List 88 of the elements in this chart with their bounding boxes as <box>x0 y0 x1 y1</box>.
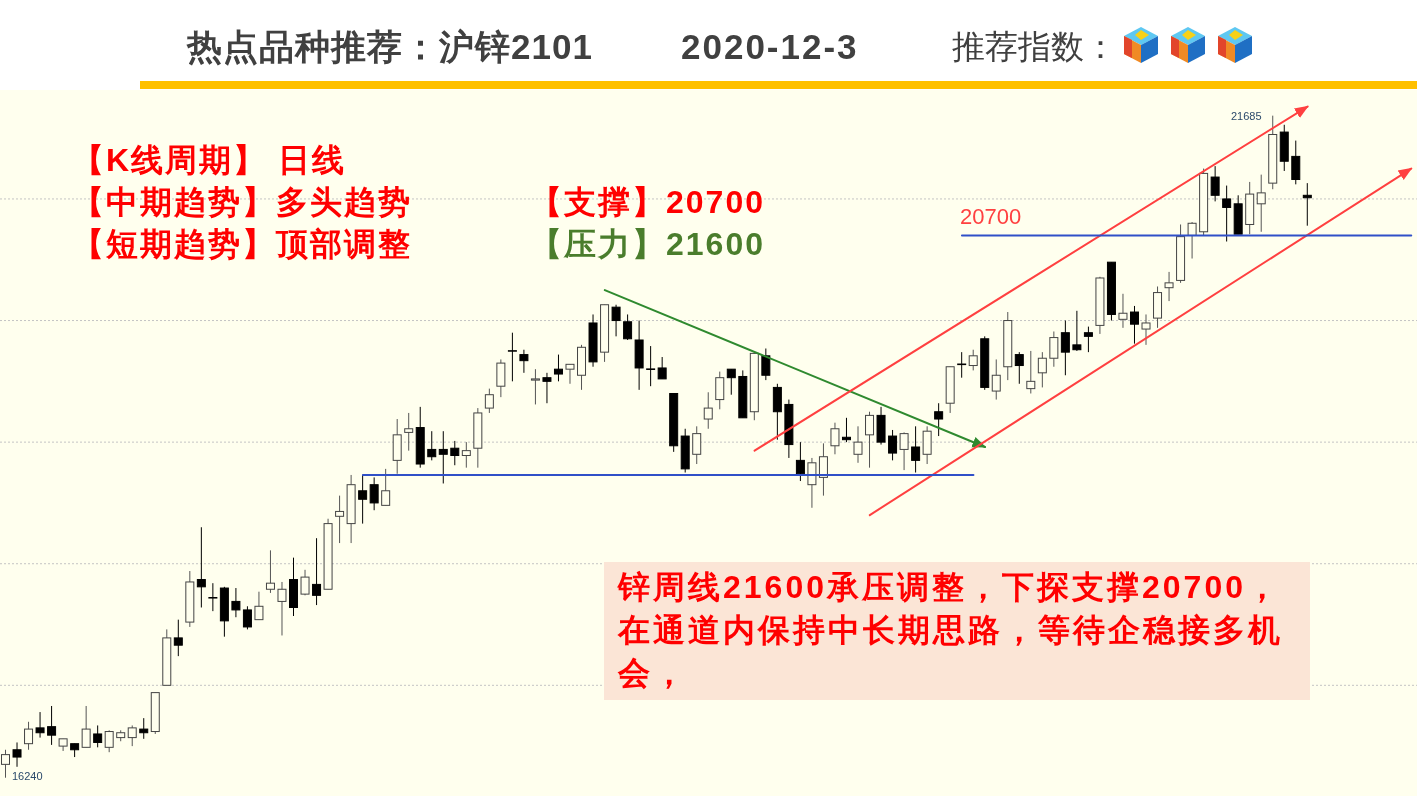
candlestick <box>542 372 552 404</box>
candlestick <box>404 412 414 452</box>
candlestick <box>645 345 656 387</box>
candlestick <box>1037 351 1047 388</box>
candlestick <box>139 717 149 740</box>
candlestick <box>335 495 345 544</box>
candlestick <box>611 304 621 337</box>
candlestick <box>1164 271 1174 302</box>
candlestick <box>265 549 275 594</box>
candlestick <box>24 721 34 751</box>
callout-box: 锌周线21600承压调整，下探支撑20700，在通道内保持中长期思路，等待企稳接多机会， <box>604 562 1310 700</box>
candlestick <box>1 749 10 779</box>
candlestick <box>47 705 57 746</box>
candlestick <box>565 363 575 385</box>
candlestick <box>369 476 379 511</box>
chart-subtitle: 2020-12-3 <box>681 26 859 68</box>
candlestick <box>818 442 828 497</box>
candlestick <box>934 402 944 437</box>
annotation: 【短期趋势】顶部调整 <box>72 225 412 264</box>
candlestick <box>461 441 471 469</box>
candlestick <box>795 441 805 482</box>
candlestick <box>196 526 206 608</box>
annotation: 21685 <box>1231 110 1262 122</box>
candlestick <box>104 729 114 753</box>
candlestick <box>1014 351 1024 385</box>
candlestick <box>1291 140 1301 185</box>
candlestick <box>1072 310 1082 352</box>
candlestick <box>35 711 45 739</box>
candlestick <box>1210 165 1220 202</box>
annotation: 16240 <box>12 770 43 782</box>
candlestick <box>1256 174 1266 233</box>
candlestick <box>173 619 183 657</box>
candlestick <box>553 354 563 382</box>
annotation: 【压力】21600 <box>530 225 765 264</box>
candlestick <box>991 358 1001 401</box>
candlestick <box>312 537 322 606</box>
candlestick <box>1141 313 1151 346</box>
candlestick <box>692 425 702 465</box>
candlestick <box>853 425 863 464</box>
candlestick <box>1049 330 1059 368</box>
candlestick <box>12 741 22 768</box>
candlestick <box>1083 326 1093 353</box>
candlestick <box>922 425 932 465</box>
candlestick <box>530 368 540 405</box>
candlestick <box>242 605 252 630</box>
text: 推荐指数： <box>952 27 1117 67</box>
candlestick <box>358 474 368 525</box>
candlestick <box>761 348 771 381</box>
candlestick <box>438 430 448 484</box>
candlestick <box>300 569 310 596</box>
candlestick <box>841 417 851 443</box>
chart-title: 热点品种推荐：沪锌2101 <box>187 26 593 68</box>
candlestick <box>888 429 898 461</box>
candlestick <box>507 332 518 382</box>
candlestick <box>830 422 840 455</box>
candlestick <box>715 371 725 410</box>
candlestick <box>231 587 241 618</box>
candlestick <box>657 356 667 380</box>
candlestick <box>911 425 921 474</box>
candlestick <box>1118 293 1128 329</box>
candlestick <box>254 591 264 621</box>
candlestick <box>207 582 219 612</box>
candlestick <box>968 349 978 371</box>
candlestick <box>381 468 391 506</box>
candlestick <box>484 388 494 414</box>
candlestick <box>127 724 137 747</box>
annotation: 20700 <box>959 204 1022 230</box>
candlestick <box>807 457 817 509</box>
candlestick <box>427 430 437 461</box>
candlestick <box>496 358 506 398</box>
candlestick <box>703 391 713 430</box>
annotation: 【中期趋势】多头趋势 <box>72 183 412 222</box>
candlestick <box>1302 182 1312 227</box>
candlestick <box>81 705 91 748</box>
candlestick <box>1060 320 1070 376</box>
candlestick <box>277 581 287 636</box>
candlestick <box>865 411 875 469</box>
candlestick <box>726 368 736 396</box>
annotation: 【K线周期】 日线 <box>72 141 346 180</box>
annotation: 【支撑】20700 <box>530 183 765 222</box>
candlestick <box>519 349 529 374</box>
candlestick <box>1129 305 1139 345</box>
candlestick <box>623 313 633 341</box>
candlestick <box>450 440 460 466</box>
candlestick <box>93 724 103 748</box>
candlestick <box>899 431 909 471</box>
candlestick <box>1222 185 1232 242</box>
candlestick <box>1026 350 1036 394</box>
